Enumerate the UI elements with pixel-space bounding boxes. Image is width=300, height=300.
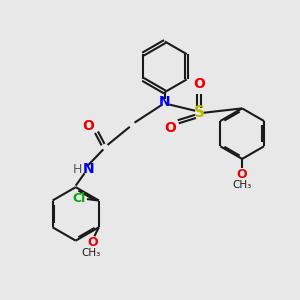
Text: O: O (82, 119, 94, 133)
Text: N: N (83, 162, 94, 176)
Text: CH₃: CH₃ (232, 180, 252, 190)
Text: N: N (159, 95, 171, 110)
Text: Cl: Cl (72, 192, 86, 205)
Text: CH₃: CH₃ (81, 248, 100, 258)
Text: O: O (193, 77, 205, 91)
Text: S: S (194, 105, 205, 120)
Text: O: O (237, 168, 248, 181)
Text: O: O (87, 236, 98, 249)
Text: H: H (73, 163, 83, 176)
Text: O: O (164, 121, 176, 135)
